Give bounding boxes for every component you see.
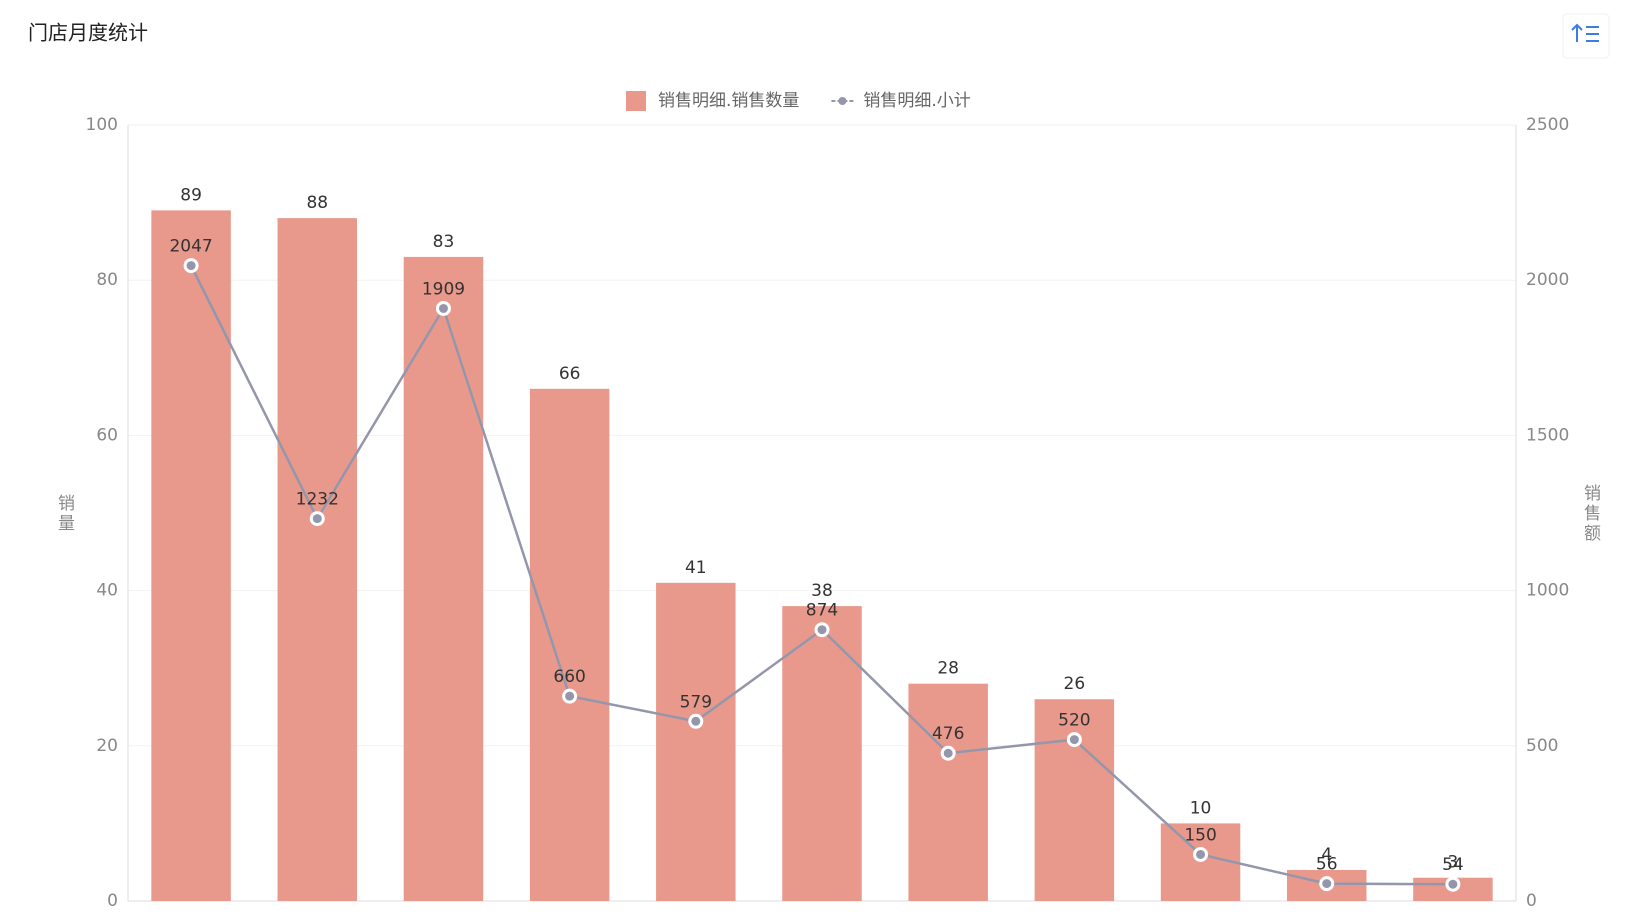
line-value-label: 1909: [422, 279, 465, 299]
bar-value-label: 88: [306, 193, 328, 213]
legend-label: 销售明细.销售数量: [658, 91, 799, 111]
bar-value-label: 41: [685, 558, 707, 578]
bar-value-label: 89: [180, 185, 202, 205]
line-marker: [1445, 876, 1461, 892]
line-marker: [940, 745, 956, 761]
line-marker: [814, 622, 830, 638]
sort-icon[interactable]: [1571, 23, 1599, 42]
bar: [1160, 823, 1241, 901]
y-axis-label: 销量: [54, 494, 75, 534]
bar-value-label: 26: [1064, 674, 1086, 694]
bar-value-label: 4: [1321, 845, 1332, 865]
line-value-label: 2047: [169, 237, 212, 257]
legend-label: 销售明细.小计: [863, 91, 970, 111]
line-marker: [435, 300, 451, 316]
y-tick-label: 40: [96, 581, 118, 601]
bar: [656, 582, 736, 901]
line-value-label: 874: [806, 601, 838, 621]
bar: [277, 218, 358, 901]
y2-tick-label: 1000: [1526, 581, 1569, 601]
line-marker: [309, 511, 325, 527]
y-tick-label: 80: [96, 270, 118, 290]
line-marker: [1193, 846, 1209, 862]
line-value-label: 520: [1058, 711, 1090, 731]
y-tick-label: 0: [107, 891, 118, 911]
line-marker: [562, 688, 578, 704]
chart-title: 门店月度统计: [28, 21, 148, 45]
bar-value-label: 3: [1447, 853, 1458, 873]
bar-value-label: 66: [559, 364, 581, 384]
line-marker: [688, 713, 704, 729]
y2-tick-label: 1500: [1526, 425, 1569, 445]
line-value-label: 1232: [296, 490, 339, 510]
bar-value-label: 38: [811, 581, 833, 601]
sort-button[interactable]: [1562, 13, 1610, 59]
button-frame[interactable]: [1562, 13, 1610, 59]
y-tick-label: 60: [96, 425, 118, 445]
legend-marker: [838, 97, 847, 105]
legend-swatch: [626, 91, 646, 111]
bar: [403, 256, 484, 901]
y2-tick-label: 2000: [1526, 270, 1569, 290]
y2-tick-label: 0: [1526, 891, 1537, 911]
bar: [529, 388, 610, 902]
bar-value-label: 28: [937, 659, 959, 679]
line-value-label: 56: [1316, 855, 1338, 875]
bar: [151, 210, 231, 902]
line-value-label: 579: [680, 692, 712, 712]
y2-tick-label: 500: [1526, 736, 1558, 756]
bar-value-label: 10: [1190, 798, 1212, 818]
line-marker: [1319, 876, 1335, 892]
y-tick-label: 100: [86, 115, 118, 135]
line-marker: [183, 258, 199, 274]
bar: [908, 683, 988, 901]
y2-axis-label: 销售额: [1580, 484, 1601, 544]
line-value-label: 660: [553, 667, 585, 687]
y-tick-label: 20: [96, 736, 118, 756]
bar-value-label: 83: [433, 232, 455, 252]
line-value-label: 476: [932, 724, 964, 744]
y2-tick-label: 2500: [1526, 115, 1569, 135]
line-value-label: 150: [1184, 825, 1216, 845]
line-marker: [1066, 732, 1082, 748]
line-value-label: 54: [1442, 855, 1464, 875]
